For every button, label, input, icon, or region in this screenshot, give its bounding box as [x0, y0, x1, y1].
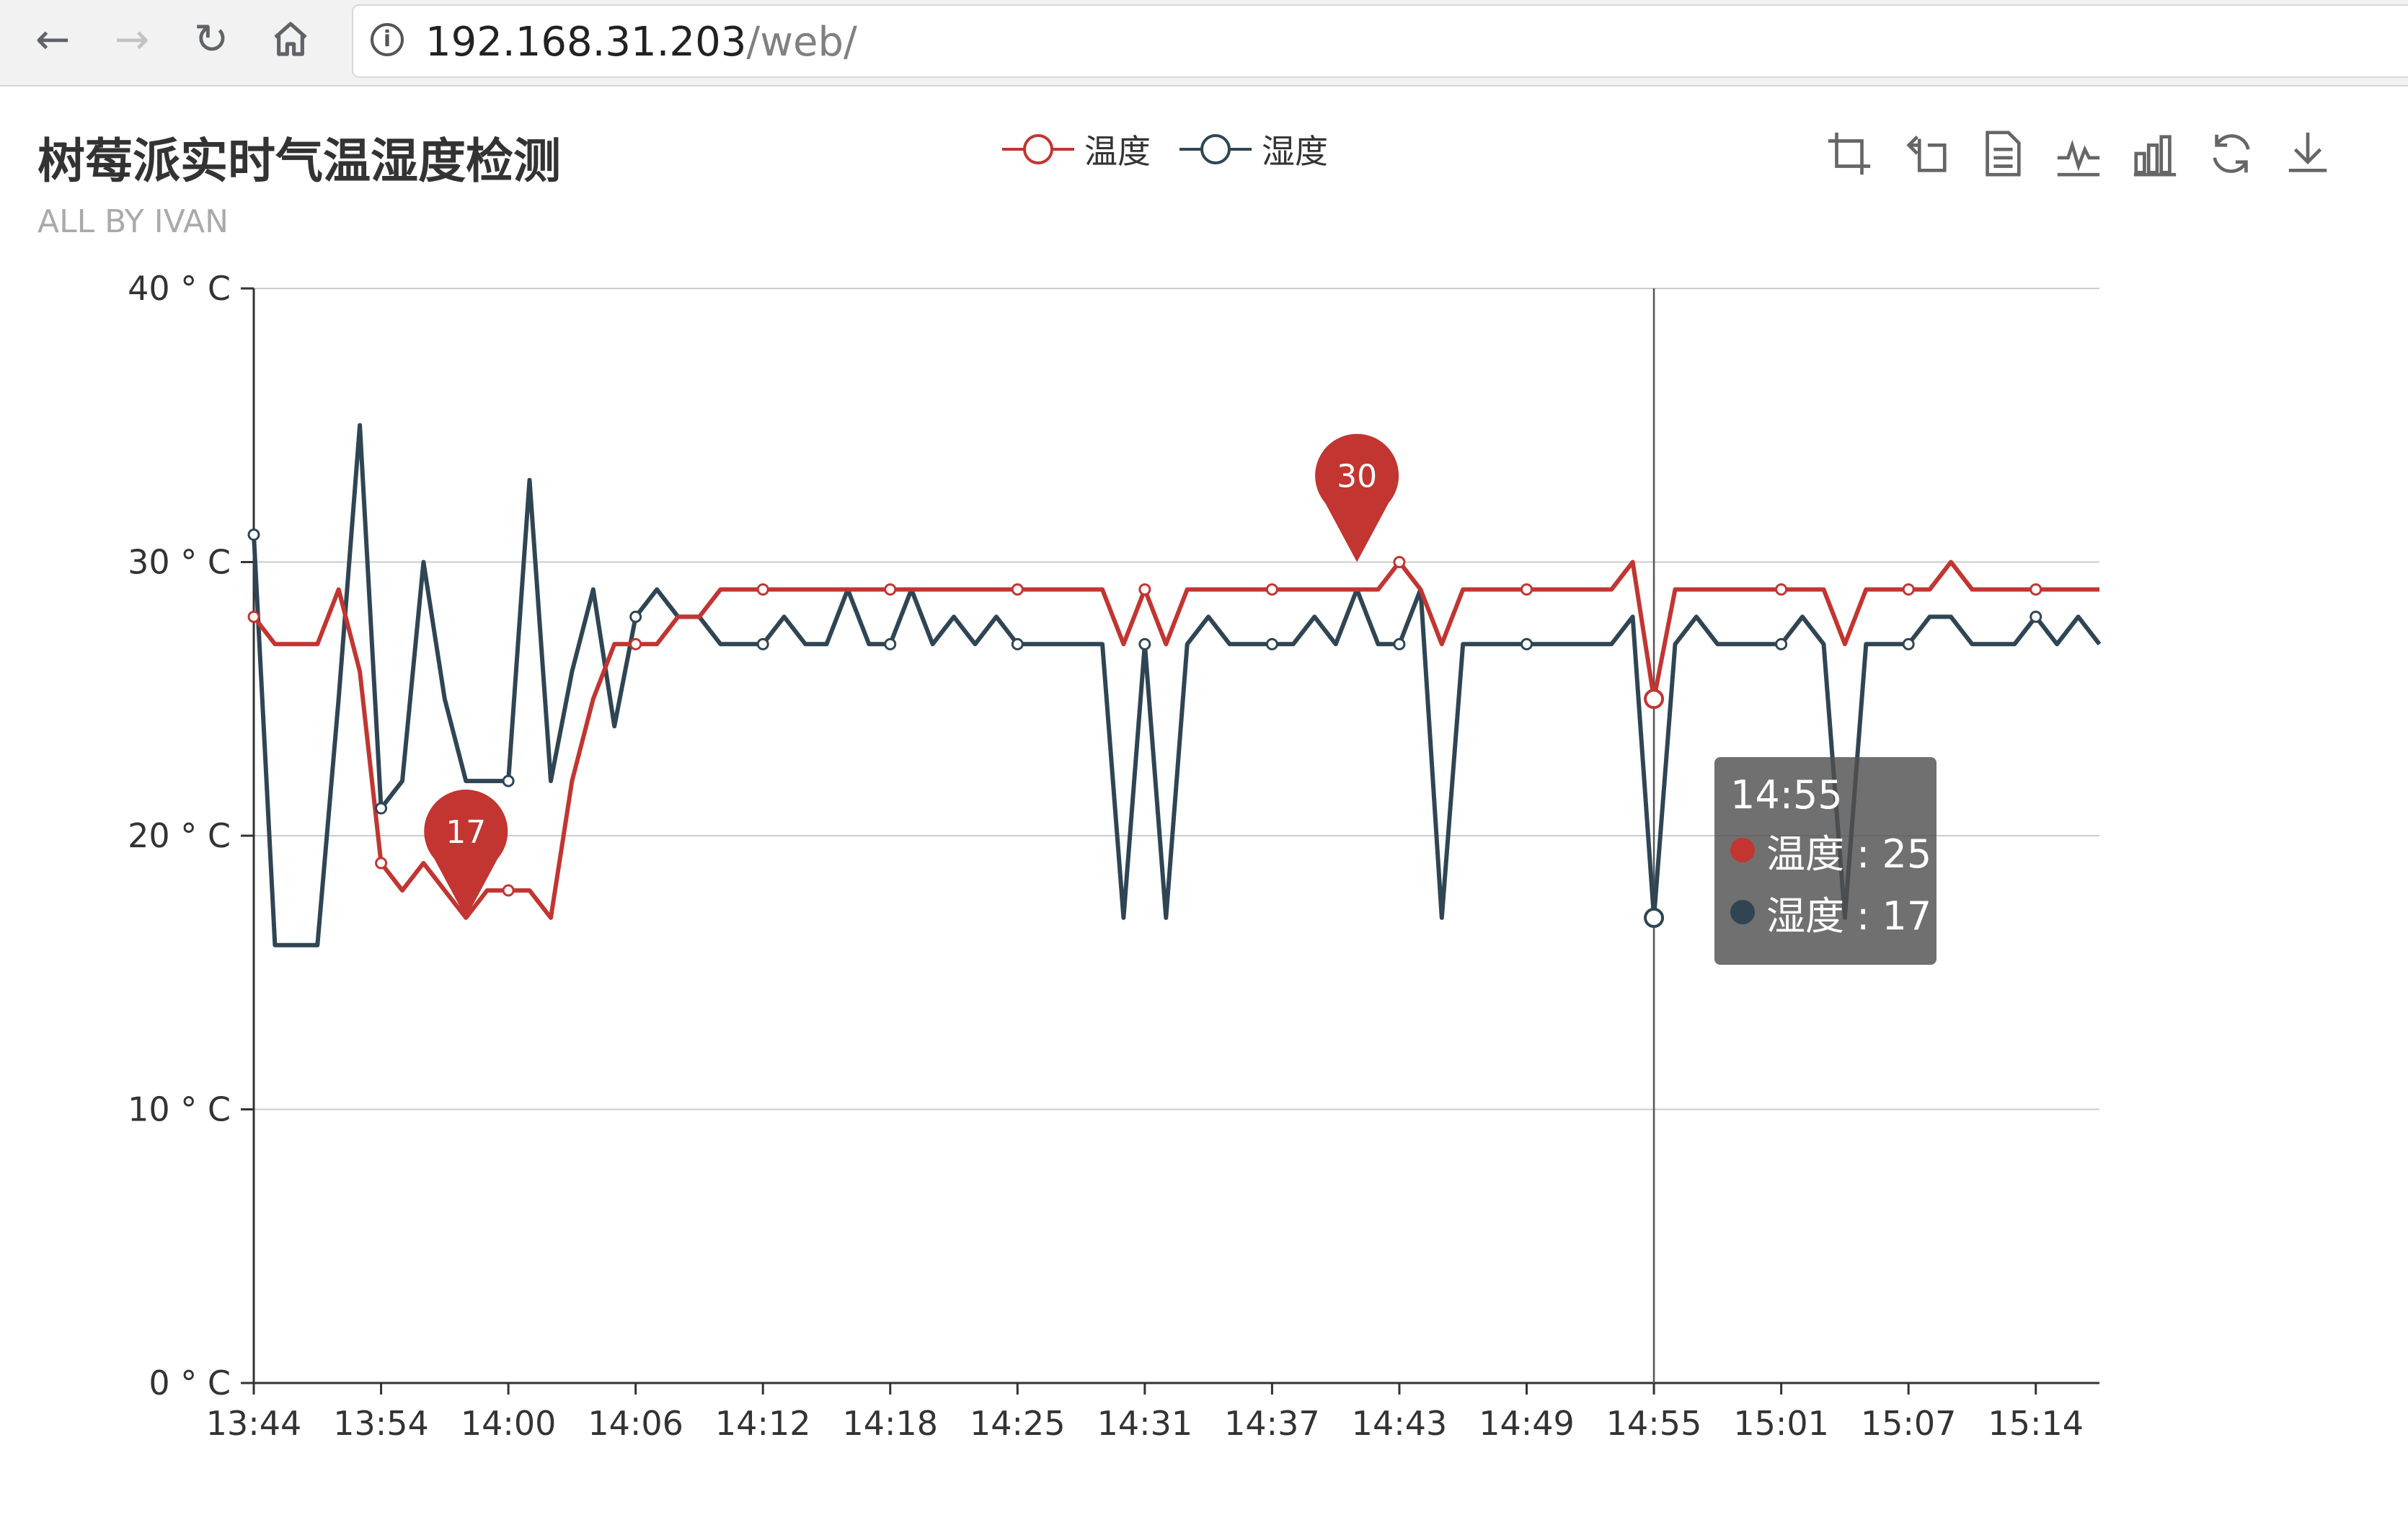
x-tick-label: 14:43	[1352, 1404, 1448, 1443]
data-point	[1011, 637, 1024, 650]
x-tick-label: 14:55	[1606, 1404, 1702, 1443]
tooltip-time: 14:55	[1730, 772, 1843, 818]
legend-line-circle-icon	[1002, 134, 1074, 164]
x-tick-label: 15:01	[1733, 1404, 1829, 1443]
marker-pin	[1315, 433, 1399, 562]
chart-subtitle: ALL BY IVAN	[37, 203, 229, 240]
series-line-1	[252, 423, 2102, 947]
x-tick-label: 15:07	[1861, 1404, 1957, 1443]
data-point	[375, 802, 388, 815]
legend-label: 湿度	[1262, 132, 1328, 171]
data-point	[247, 529, 260, 542]
x-tick-label: 14:06	[588, 1404, 683, 1443]
legend-item-humidity[interactable]: 湿度	[1179, 125, 1328, 173]
arrow-right-icon: →	[114, 14, 150, 63]
home-button[interactable]	[258, 10, 323, 68]
data-point	[1393, 637, 1406, 650]
forward-button[interactable]: →	[99, 10, 164, 68]
x-tick-label: 14:25	[970, 1404, 1066, 1443]
tooltip-value: 湿度 : 17	[1766, 893, 1932, 939]
x-tick-label: 14:18	[842, 1404, 938, 1443]
data-point	[1265, 637, 1278, 650]
data-point	[629, 637, 642, 650]
data-point	[1011, 583, 1024, 596]
data-point	[1902, 637, 1915, 650]
data-view-icon[interactable]	[1977, 128, 2027, 179]
x-tick-label: 13:54	[333, 1404, 429, 1443]
data-point	[1393, 556, 1406, 568]
download-icon[interactable]	[2283, 128, 2333, 179]
data-point	[247, 610, 260, 623]
chart-title: 树莓派实时气温湿度检测	[37, 133, 561, 189]
data-point	[1775, 583, 1788, 596]
info-icon[interactable]: i	[371, 23, 404, 56]
address-bar[interactable]: i 192.168.31.203/web/	[352, 4, 2408, 78]
zoom-select-icon[interactable]	[1824, 128, 1874, 179]
x-tick-label: 14:49	[1479, 1404, 1575, 1443]
data-point	[884, 583, 897, 596]
data-point	[1775, 637, 1788, 650]
y-tick-label: 0 ° C	[149, 1364, 231, 1402]
x-tick-label: 14:31	[1097, 1404, 1193, 1443]
x-tick-label: 14:00	[461, 1404, 557, 1443]
data-point	[756, 637, 769, 650]
data-point	[2029, 610, 2042, 623]
line-chart-icon[interactable]	[2053, 128, 2104, 179]
browser-toolbar: ← → ↻ i 192.168.31.203/web/	[0, 0, 2408, 87]
data-point	[884, 637, 897, 650]
restore-icon[interactable]	[2206, 128, 2257, 179]
data-point	[1902, 583, 1915, 596]
highlight-point	[1644, 907, 1665, 928]
marker-label: 17	[446, 814, 486, 851]
data-point	[2029, 583, 2042, 596]
marker-pin	[424, 790, 508, 918]
data-point	[1521, 583, 1533, 596]
tooltip-row: 温度 : 25	[1730, 819, 1931, 881]
data-point	[502, 884, 515, 897]
legend-label: 温度	[1084, 132, 1151, 171]
data-point	[1265, 583, 1278, 596]
back-button[interactable]: ←	[20, 10, 85, 68]
series-dot-icon	[1730, 900, 1755, 924]
y-tick-label: 30 ° C	[128, 543, 231, 582]
data-point	[756, 583, 769, 596]
y-tick-label: 40 ° C	[128, 269, 231, 308]
legend: 温度 湿度	[1002, 124, 1357, 174]
x-tick-label: 14:37	[1224, 1404, 1320, 1443]
data-point	[375, 857, 388, 870]
x-tick-label: 14:12	[715, 1404, 811, 1443]
x-tick-label: 13:44	[206, 1404, 302, 1443]
arrow-left-icon: ←	[35, 14, 71, 63]
reload-icon: ↻	[193, 14, 229, 63]
highlight-point	[1644, 689, 1665, 710]
y-tick-label: 10 ° C	[128, 1090, 231, 1129]
data-point	[1521, 637, 1533, 650]
tooltip-value: 温度 : 25	[1766, 831, 1932, 877]
data-point	[502, 774, 515, 787]
legend-line-circle-icon	[1179, 134, 1252, 164]
home-icon	[274, 22, 307, 56]
tooltip: 14:55 温度 : 25 湿度 : 17	[1714, 757, 1936, 965]
x-tick-label: 15:14	[1988, 1404, 2084, 1443]
series-dot-icon	[1730, 838, 1755, 862]
bar-chart-icon[interactable]	[2130, 128, 2180, 179]
url-text[interactable]: 192.168.31.203/web/	[425, 19, 857, 66]
data-point	[1138, 637, 1151, 650]
series-line-0	[252, 560, 2099, 920]
y-tick-label: 20 ° C	[128, 816, 231, 855]
data-point	[1138, 583, 1151, 596]
toolbox	[1824, 128, 2359, 179]
marker-label: 30	[1337, 459, 1377, 495]
zoom-reset-icon[interactable]	[1900, 128, 1951, 179]
data-point	[629, 610, 642, 623]
reload-button[interactable]: ↻	[179, 10, 244, 68]
tooltip-row: 湿度 : 17	[1730, 881, 1931, 943]
legend-item-temperature[interactable]: 温度	[1002, 125, 1151, 173]
